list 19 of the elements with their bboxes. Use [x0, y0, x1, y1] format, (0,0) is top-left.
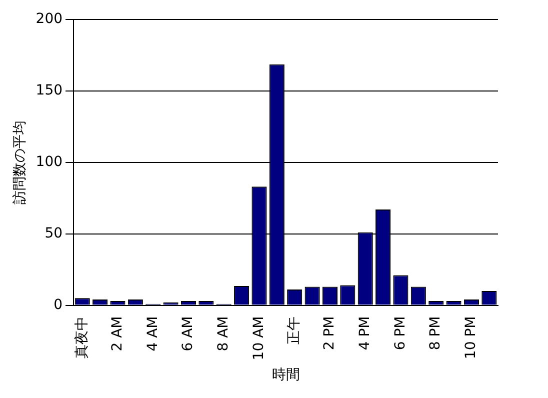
x-tick-label: 4 PM — [356, 316, 373, 350]
x-tick-label: 2 PM — [322, 316, 338, 350]
x-tick-label: 4 AM — [144, 316, 161, 352]
x-tick-label: 8 AM — [216, 316, 232, 352]
y-tick-label: 0 — [54, 296, 63, 313]
y-tick-label: 200 — [36, 11, 63, 28]
x-tick-label: 10 AM — [250, 316, 267, 360]
y-tick-label: 150 — [36, 82, 63, 99]
y-tick-label: 50 — [44, 225, 63, 242]
x-tick-label: 8 PM — [428, 316, 444, 350]
y-tick-label: 100 — [36, 154, 63, 170]
x-tick-label: 6 PM — [392, 316, 408, 350]
x-axis-title: 時間 — [272, 367, 300, 384]
y-axis-title: 訪問数の平均 — [12, 120, 28, 204]
x-tick-label: 6 AM — [180, 316, 196, 352]
x-tick-label: 正午 — [286, 316, 302, 344]
x-tick-label: 2 AM — [109, 316, 126, 352]
x-tick-label: 真夜中 — [74, 316, 90, 358]
x-tick-label: 10 PM — [463, 316, 480, 360]
